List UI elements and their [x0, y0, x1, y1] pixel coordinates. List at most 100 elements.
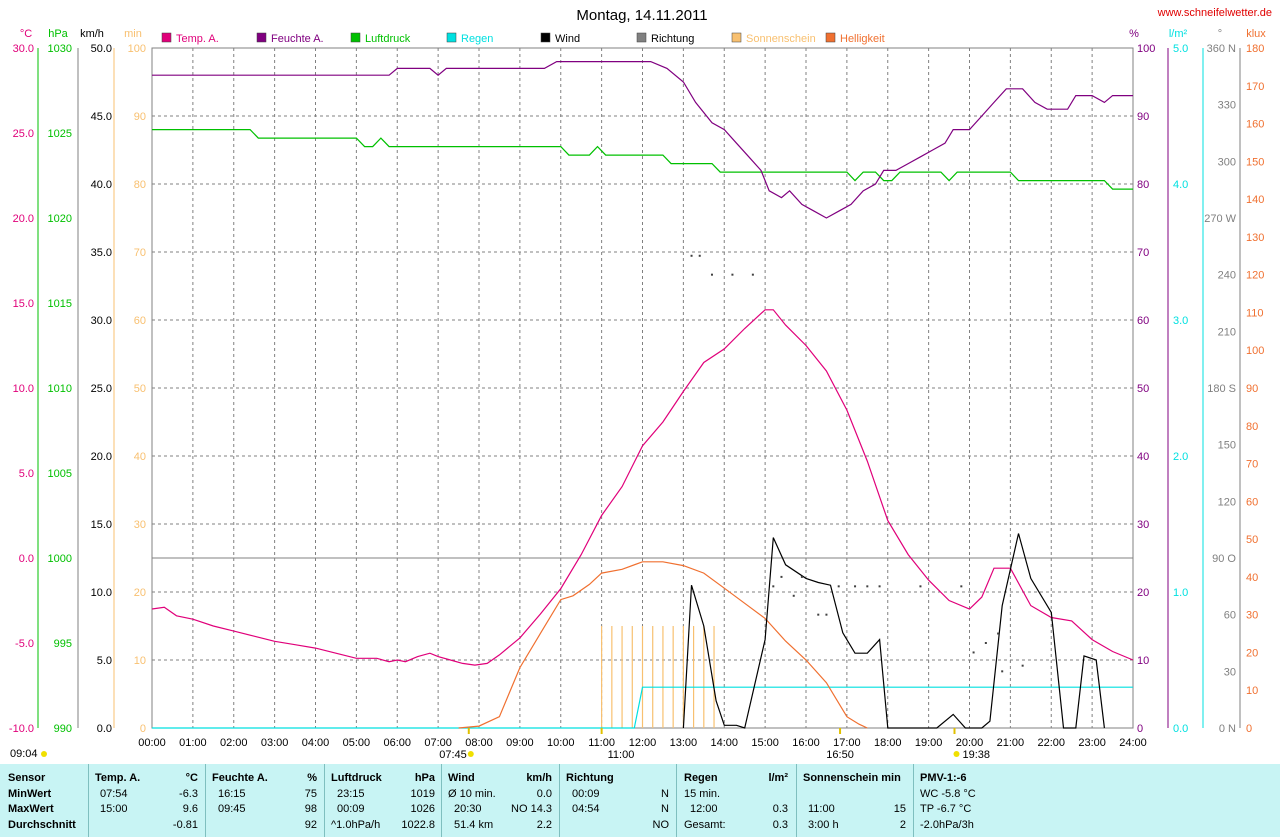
unit-hpa: hPa	[48, 28, 68, 40]
tick-min: 80	[134, 179, 146, 191]
chart-title: Montag, 14.11.2011	[576, 7, 707, 24]
tick-min: 70	[134, 247, 146, 259]
x-tick-label: 14:00	[710, 737, 738, 749]
tick-kmh: 50.0	[91, 43, 112, 55]
tick-klux: 160	[1246, 119, 1264, 131]
max-regen-time: 12:00	[690, 803, 718, 815]
tick-pct: 30	[1137, 519, 1149, 531]
pmv-trend: -2.0hPa/3h	[920, 819, 974, 831]
legend-label: Richtung	[651, 33, 694, 45]
legend-label: Regen	[461, 33, 493, 45]
richtung-point	[772, 585, 775, 588]
richtung-point	[984, 642, 987, 644]
legend-swatch	[350, 32, 361, 43]
tick-min: 30	[134, 519, 146, 531]
tick-pct: 0	[1137, 723, 1143, 735]
left-time-label: 09:04	[10, 748, 38, 760]
site-url: www.schneifelwetter.de	[1157, 7, 1272, 19]
tick-deg: 360 N	[1207, 43, 1236, 55]
regen-gesamt-label: Gesamt:	[684, 819, 726, 831]
hdr-regen: Regen	[684, 772, 718, 784]
x-tick-label: 09:00	[506, 737, 534, 749]
tick-hpa: 1030	[48, 43, 72, 55]
tick-klux: 130	[1246, 232, 1264, 244]
tick-klux: 0	[1246, 723, 1252, 735]
tick-pct: 100	[1137, 43, 1155, 55]
legend-label: Luftdruck	[365, 33, 411, 45]
min-feuchte-time: 16:15	[218, 788, 246, 800]
tick-hpa: 1025	[48, 128, 72, 140]
tick-kmh: 45.0	[91, 111, 112, 123]
tick-klux: 140	[1246, 194, 1264, 206]
unit-lm2: l/m²	[1169, 28, 1188, 40]
legend-swatch	[825, 32, 836, 43]
min-richtung-time: 00:09	[572, 788, 600, 800]
tick-pct: 80	[1137, 179, 1149, 191]
x-tick-label: 19:00	[915, 737, 943, 749]
richtung-point	[1021, 664, 1024, 667]
tick-pct: 50	[1137, 383, 1149, 395]
sunrise-label: 07:45	[439, 749, 467, 761]
tick-lm2: 0.0	[1173, 723, 1188, 735]
plot-series	[151, 60, 1134, 729]
tick-deg: 330	[1218, 100, 1236, 112]
legend-swatch	[540, 32, 551, 43]
richtung-point	[854, 585, 857, 588]
richtung-point	[698, 254, 701, 257]
max-richtung-value: N	[661, 803, 669, 815]
tick-lm2: 2.0	[1173, 451, 1188, 463]
row-avg-label: Durchschnitt	[8, 819, 76, 831]
x-tick-label: 01:00	[179, 737, 207, 749]
x-tick-label: 07:00	[424, 737, 452, 749]
tick-lm2: 3.0	[1173, 315, 1188, 327]
series-helligkeit	[458, 561, 868, 729]
unit-deg: °	[1218, 28, 1222, 40]
tick-kmh: 20.0	[91, 451, 112, 463]
x-tick-label: 06:00	[383, 737, 411, 749]
tick-temp: -5.0	[15, 638, 34, 650]
x-tick-label: 18:00	[874, 737, 902, 749]
tick-deg: 210	[1218, 326, 1236, 338]
row-max-label: MaxWert	[8, 803, 54, 815]
richtung-point	[800, 575, 803, 578]
x-tick-label: 17:00	[833, 737, 861, 749]
hdr-richtung: Richtung	[566, 772, 614, 784]
tick-min: 60	[134, 315, 146, 327]
tick-pct: 20	[1137, 587, 1149, 599]
richtung-point	[690, 254, 693, 257]
max-feuchte-value: 98	[304, 803, 317, 815]
tick-hpa: 995	[54, 638, 72, 650]
min-wind-time: Ø 10 min.	[448, 788, 496, 800]
tick-temp: -10.0	[9, 723, 34, 735]
tick-min: 40	[134, 451, 146, 463]
max-temp-time: 15:00	[100, 803, 128, 815]
tick-min: 20	[134, 587, 146, 599]
hdr-temp: Temp. A.	[95, 772, 141, 784]
x-tick-label: 11:00	[588, 737, 615, 749]
richtung-point	[817, 613, 820, 616]
unit-temp: °C	[20, 28, 32, 40]
regen-gesamt-value: 0.3	[772, 819, 788, 831]
tick-klux: 90	[1246, 383, 1258, 395]
legend: Temp. A. Feuchte A. Luftdruck Regen Wind Rich…	[161, 32, 885, 45]
richtung-point	[1001, 670, 1004, 673]
tick-deg: 300	[1218, 156, 1236, 168]
tick-temp: 10.0	[13, 383, 34, 395]
moonset-label: 19:38	[963, 749, 991, 761]
tick-hpa: 1000	[48, 553, 72, 565]
legend-label: Feuchte A.	[271, 33, 324, 45]
tick-klux: 150	[1246, 156, 1264, 168]
sonne-total-time: 3:00 h	[808, 819, 839, 831]
unit-min: min	[124, 28, 142, 40]
legend-label: Wind	[555, 33, 580, 45]
x-tick-label: 00:00	[138, 737, 166, 749]
legend-swatch	[161, 32, 172, 43]
tick-klux: 80	[1246, 421, 1258, 433]
tick-pct: 90	[1137, 111, 1149, 123]
max-wind-value: NO 14.3	[511, 803, 552, 815]
tick-lm2: 4.0	[1173, 179, 1188, 191]
richtung-point	[751, 273, 754, 276]
tick-temp: 30.0	[13, 43, 34, 55]
tick-klux: 60	[1246, 496, 1258, 508]
sunset-label: 16:50	[826, 749, 854, 761]
